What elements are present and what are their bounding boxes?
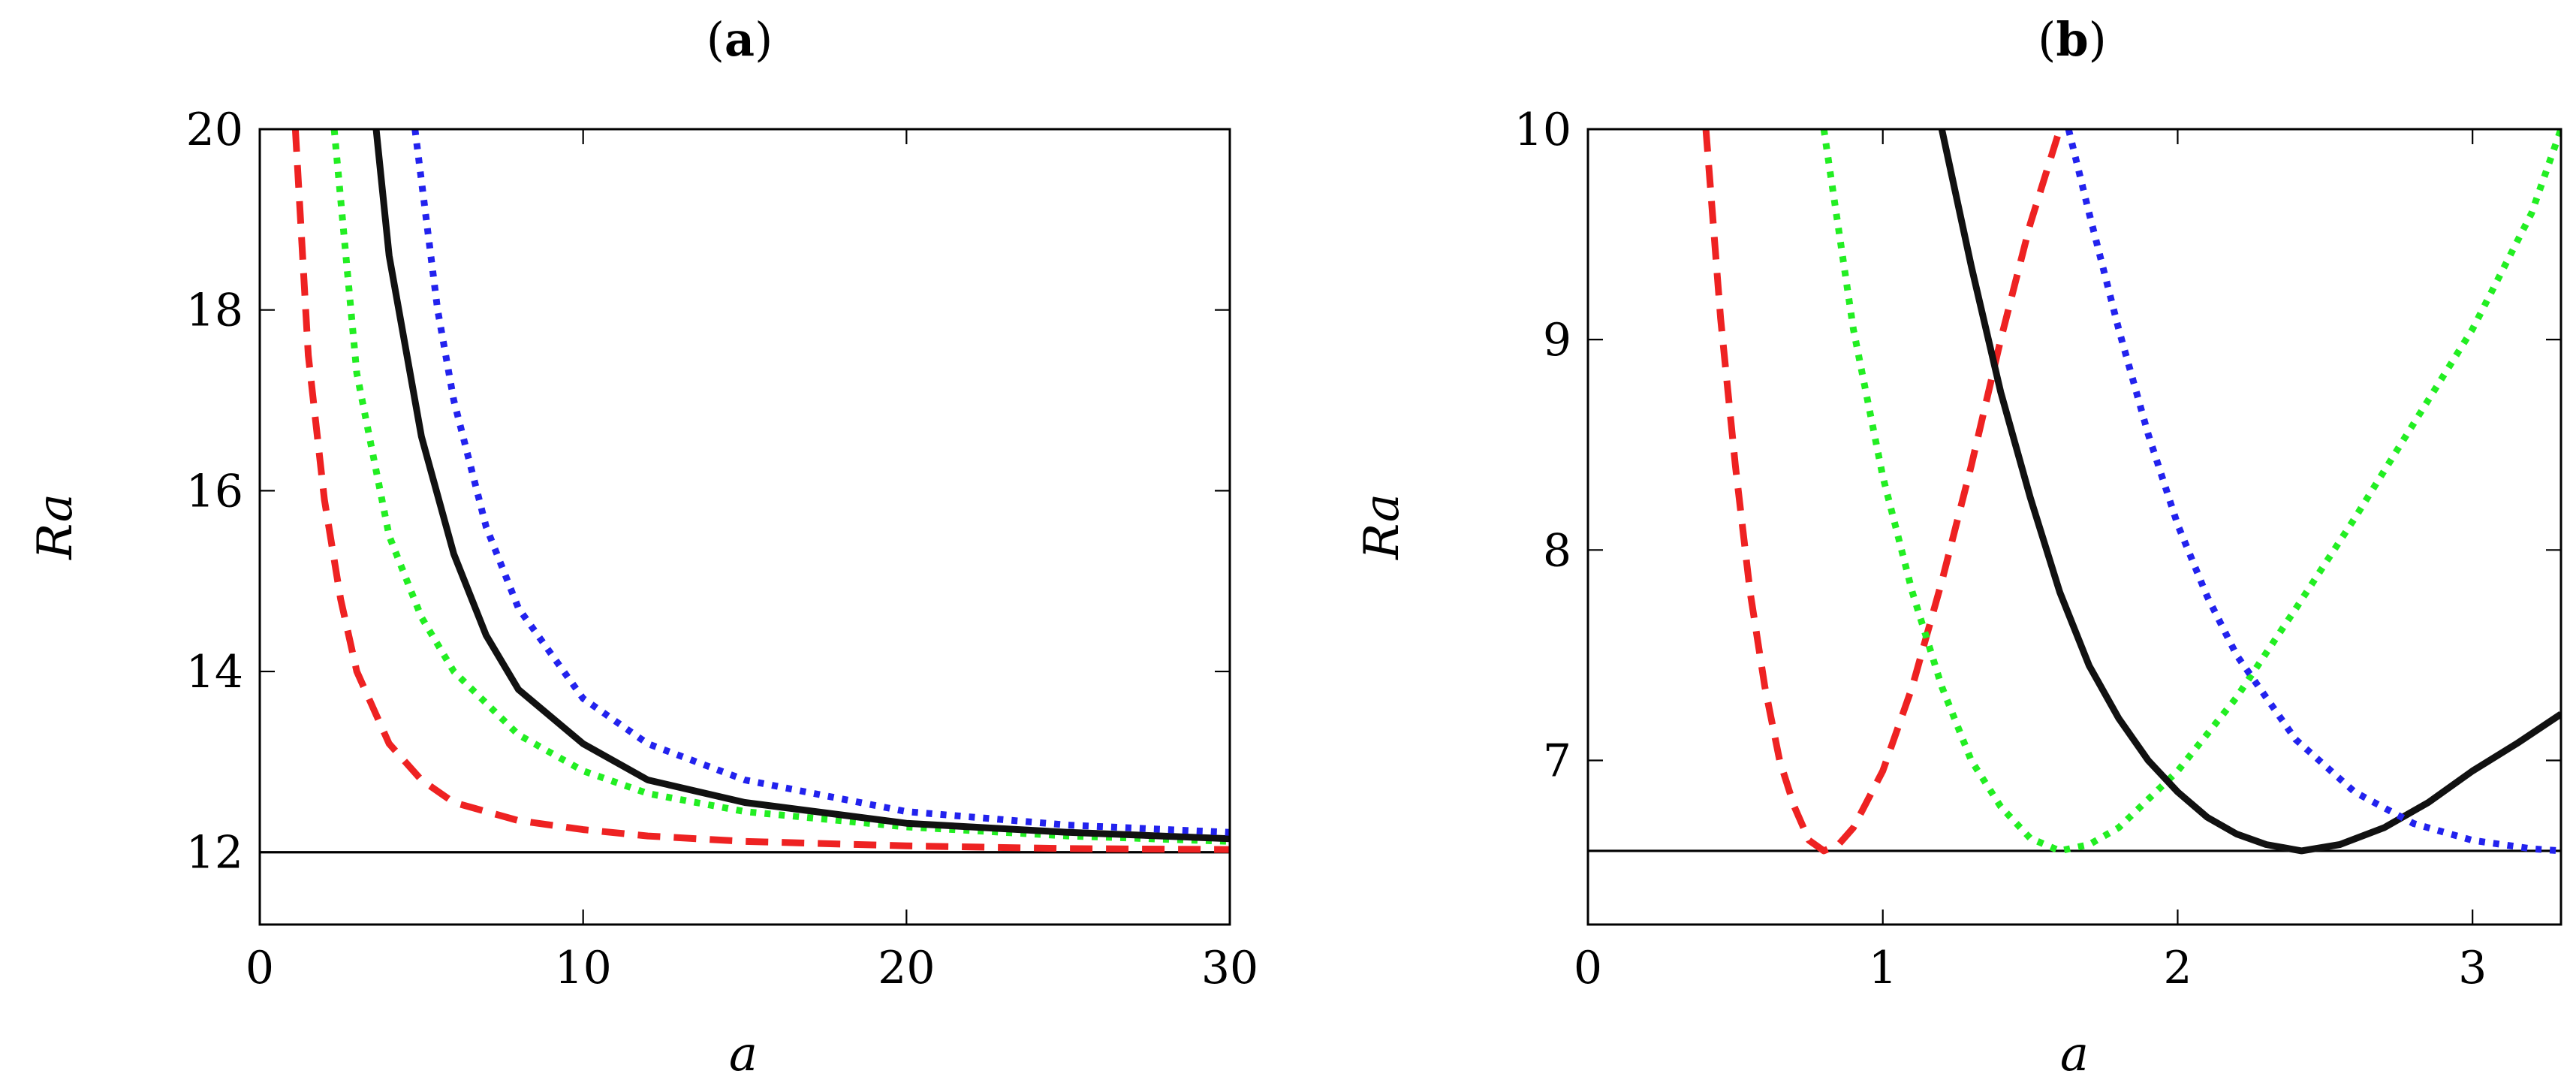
series-line-b-blue-dotted [2065,129,2561,855]
series-line-a-red-dashed [291,129,1230,853]
series-group-a [291,129,1230,853]
x-axis-label-a: a [729,1027,758,1082]
series-line-a-green-dotted [330,129,1230,845]
x-tick-label-b-2: 2 [2163,942,2192,994]
panel-b-title-close: ) [2089,12,2107,67]
panel-b-title-open: ( [2038,12,2056,67]
series-line-b-green-dotted [1820,129,2561,855]
series-line-a-blue-dotted [411,129,1230,836]
ticks-a: 0 10 20 30 12 14 16 18 20 [186,104,1259,994]
panel-b-title: (b) [2038,12,2107,67]
panel-b-title-letter: b [2056,12,2088,67]
y-tick-label-a-1: 14 [186,646,243,698]
panel-a-title: (a) [707,12,773,67]
x-tick-label-a-1: 10 [554,942,611,994]
series-line-b-black-solid [1938,129,2561,855]
ticks-b: 0 1 2 3 7 8 9 10 [1514,104,2561,994]
panel-a-title-letter: a [725,12,755,67]
x-tick-label-a-2: 20 [878,942,935,994]
panel-a-title-open: ( [707,12,725,67]
y-axis-label-b: Ra [1354,493,1410,560]
y-tick-label-a-3: 18 [186,285,243,337]
panel-b: (b) 0 1 2 3 7 8 9 10 Ra a [1354,12,2562,1082]
y-axis-label-a: Ra [28,493,83,560]
panel-a-title-close: ) [755,12,773,67]
plot-area-b: 0 1 2 3 7 8 9 10 [1514,104,2562,994]
x-tick-label-a-0: 0 [246,942,274,994]
axes-frame-b [1586,128,2562,926]
plot-area-a: 0 10 20 30 12 14 16 18 20 [186,104,1259,994]
x-tick-label-b-0: 0 [1574,942,1602,994]
series-line-b-red-dashed [1702,129,2063,855]
y-tick-label-a-2: 16 [186,465,243,517]
y-tick-label-b-2: 9 [1543,314,1571,367]
y-tick-label-b-3: 10 [1514,104,1571,156]
y-tick-label-b-0: 7 [1543,735,1571,787]
x-axis-label-b: a [2060,1027,2089,1082]
series-group-b [1702,129,2561,855]
series-line-a-black-solid [372,129,1230,843]
y-tick-label-b-1: 8 [1543,524,1571,577]
x-tick-label-b-3: 3 [2458,942,2487,994]
y-tick-label-a-0: 12 [186,827,243,879]
axes-frame-a [258,128,1231,926]
x-tick-label-b-1: 1 [1869,942,1897,994]
x-tick-label-a-3: 30 [1201,942,1258,994]
y-tick-label-a-4: 20 [186,104,243,156]
